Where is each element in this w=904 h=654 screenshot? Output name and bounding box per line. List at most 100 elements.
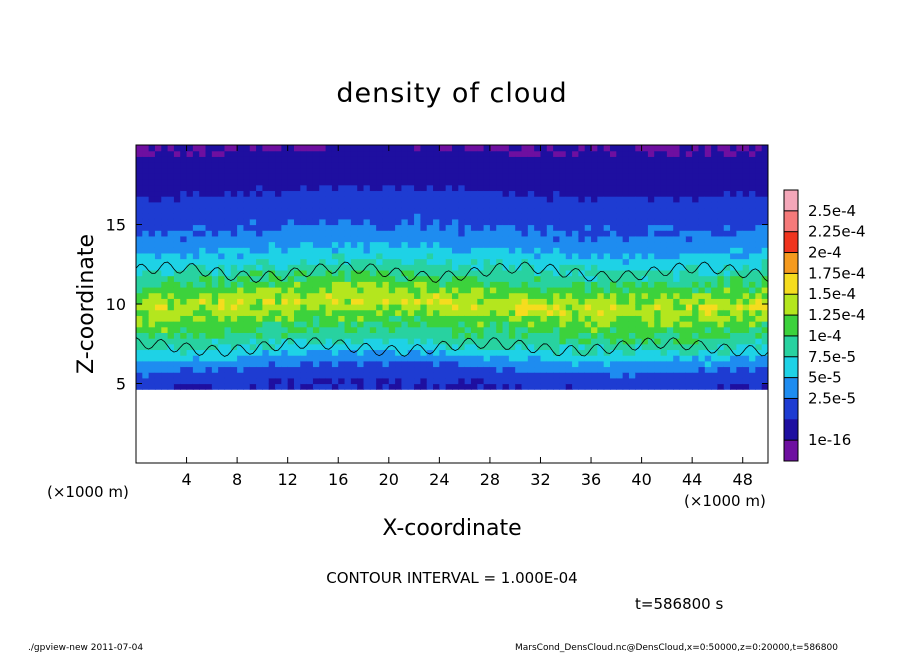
field-cell — [572, 230, 579, 237]
field-cell — [755, 196, 763, 203]
field-cell — [730, 184, 737, 192]
field-cell — [749, 247, 756, 254]
field-cell — [553, 213, 561, 220]
field-cell — [395, 167, 403, 174]
field-cell — [584, 304, 592, 311]
field-cell — [211, 150, 219, 157]
field-cell — [508, 355, 516, 362]
field-cell — [161, 247, 169, 254]
field-cell — [660, 213, 668, 220]
field-cell — [496, 190, 504, 197]
field-cell — [205, 366, 213, 373]
field-cell — [603, 264, 611, 271]
field-cell — [167, 230, 175, 237]
field-cell — [420, 235, 428, 243]
field-cell — [287, 286, 295, 294]
field-cell — [154, 150, 162, 157]
field-cell — [136, 298, 143, 305]
field-cell — [388, 383, 396, 390]
field-cell — [654, 315, 662, 322]
field-cell — [578, 252, 586, 260]
field-cell — [717, 258, 725, 265]
field-cell — [540, 355, 548, 362]
field-cell — [262, 196, 270, 203]
field-cell — [211, 326, 219, 333]
field-cell — [312, 366, 320, 373]
field-cell — [736, 201, 744, 209]
field-cell — [540, 366, 548, 373]
field-cell — [167, 235, 175, 243]
field-cell — [761, 372, 768, 379]
field-cell — [723, 252, 731, 260]
field-cell — [654, 332, 662, 339]
field-cell — [616, 349, 624, 356]
field-cell — [420, 258, 428, 265]
field-cell — [698, 343, 706, 351]
field-cell — [553, 252, 561, 260]
field-cell — [572, 298, 579, 305]
field-cell — [578, 298, 586, 305]
field-cell — [180, 326, 188, 333]
field-cell — [704, 360, 712, 368]
field-cell — [565, 383, 573, 390]
field-cell — [527, 173, 535, 180]
field-cell — [388, 258, 396, 265]
field-cell — [610, 298, 617, 305]
field-cell — [628, 275, 636, 282]
field-cell — [666, 264, 674, 271]
field-cell — [338, 292, 346, 299]
field-cell — [458, 190, 466, 197]
field-cell — [338, 264, 346, 271]
field-cell — [489, 201, 497, 209]
field-cell — [553, 321, 561, 328]
field-cell — [508, 156, 516, 163]
field-cell — [300, 156, 308, 163]
field-cell — [331, 349, 339, 356]
field-cell — [692, 162, 700, 169]
field-cell — [527, 286, 535, 294]
field-cell — [553, 156, 561, 163]
field-cell — [369, 275, 377, 282]
field-cell — [199, 377, 207, 385]
field-cell — [477, 292, 485, 299]
field-cell — [167, 184, 175, 192]
field-cell — [205, 145, 213, 152]
field-cell — [749, 230, 756, 237]
field-cell — [628, 247, 636, 254]
field-cell — [237, 304, 245, 311]
field-cell — [388, 241, 396, 248]
field-cell — [641, 360, 649, 368]
field-cell — [173, 377, 181, 385]
field-cell — [572, 190, 579, 197]
field-cell — [452, 252, 459, 260]
field-cell — [350, 162, 358, 169]
field-cell — [477, 383, 485, 390]
field-cell — [426, 309, 434, 316]
field-cell — [382, 230, 390, 237]
field-cell — [382, 343, 390, 351]
field-cell — [338, 162, 346, 169]
field-cell — [521, 360, 529, 368]
field-cell — [331, 150, 339, 157]
field-cell — [496, 315, 504, 322]
field-cell — [401, 241, 409, 248]
field-cell — [230, 315, 238, 322]
field-cell — [433, 292, 440, 299]
field-cell — [401, 173, 409, 180]
field-cell — [338, 145, 346, 152]
field-cell — [192, 201, 200, 209]
field-cell — [534, 196, 542, 203]
field-cell — [496, 332, 504, 339]
field-cell — [496, 304, 504, 311]
field-cell — [445, 383, 453, 390]
field-cell — [628, 355, 636, 362]
field-cell — [527, 190, 535, 197]
field-cell — [464, 343, 472, 351]
field-cell — [603, 326, 611, 333]
x-tick-label: 16 — [328, 470, 348, 489]
field-cell — [736, 377, 744, 385]
field-cell — [420, 190, 428, 197]
field-cell — [445, 201, 453, 209]
colorbar-swatch — [784, 252, 798, 274]
field-cell — [692, 275, 700, 282]
